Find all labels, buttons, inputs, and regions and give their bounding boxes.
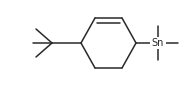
- Text: Sn: Sn: [152, 38, 164, 48]
